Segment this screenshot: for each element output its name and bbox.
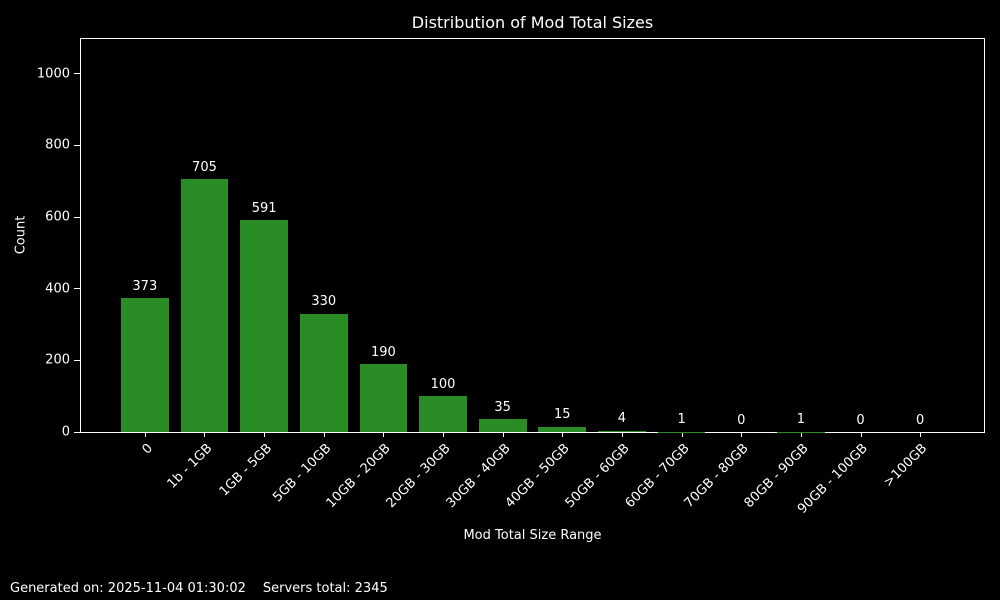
x-tick [383,433,385,437]
bar-value-label: 100 [430,376,456,392]
bars-row: 373 0 705 1b - 1GB 591 1GB - 5GB 330 5GB - 10GB… [81,39,984,517]
bar-value-label: 591 [251,200,277,216]
bar-slot: 15 40GB - 50GB [503,39,592,511]
bar [240,220,288,432]
bar-slot: 4 50GB - 60GB [563,39,652,511]
bar [419,396,467,432]
bar-slot: 190 10GB - 20GB [324,39,414,511]
bar-value-label: 190 [370,344,396,360]
bar [478,419,527,432]
bar-slot: 0 90GB - 100GB [795,39,891,517]
bar-slot: 35 30GB - 40GB [443,39,533,511]
x-tick [800,433,802,437]
y-tick-label: 0 [61,424,70,440]
x-tick [562,433,564,437]
bar-slot: 0 >100GB [881,39,950,490]
generated-on-text: Generated on: 2025-11-04 01:30:02 [10,581,246,596]
bar-value-label: 35 [494,400,511,416]
bar-slot: 1 80GB - 90GB [741,39,831,511]
bar-value-label: 4 [617,411,627,427]
x-tick-label: 1GB - 5GB [216,441,275,500]
bar [538,426,587,432]
x-tick [204,433,206,437]
bar-slot: 330 5GB - 10GB [270,39,354,505]
y-tick [74,73,80,75]
bar [359,363,408,432]
y-tick [74,288,80,290]
bar [299,313,348,432]
x-tick [741,433,743,437]
x-axis-label: Mod Total Size Range [463,528,602,543]
plot-area: 373 0 705 1b - 1GB 591 1GB - 5GB 330 5GB - 10GB… [37,38,985,517]
x-tick-label: 0 [138,441,156,458]
x-tick-label: 5GB - 10GB [270,441,335,506]
bar [598,430,646,432]
bar-value-label: 373 [132,279,158,295]
x-tick [144,433,146,437]
y-tick [74,431,80,433]
bar [180,179,229,432]
x-tick-label: >100GB [881,441,931,491]
footer: Generated on: 2025-11-04 01:30:02 Servers… [10,581,388,596]
y-tick-label: 200 [45,352,70,368]
x-tick [323,433,325,437]
bar-value-label: 0 [916,412,925,428]
bar-slot: 100 20GB - 30GB [384,39,473,511]
x-tick [621,433,623,437]
bar-value-label: 0 [856,412,865,428]
y-tick [74,359,80,361]
bar [120,298,169,432]
bar-value-label: 330 [311,294,337,310]
y-tick-label: 600 [45,209,70,225]
bar-value-label: 0 [737,412,746,428]
bar-slot: 705 1b - 1GB [164,39,235,492]
y-tick [74,144,80,146]
y-axis-label: Count [13,215,29,255]
servers-total-text: Servers total: 2345 [262,581,388,596]
bar-value-label: 705 [192,160,217,176]
bar-value-label: 1 [677,412,686,428]
chart-title: Distribution of Mod Total Sizes [411,13,654,32]
bar-value-label: 15 [554,407,571,423]
y-tick-label: 800 [45,137,70,153]
x-tick [920,433,922,437]
bar-slot: 1 60GB - 70GB [622,39,712,511]
bar-slot: 373 0 [115,39,175,457]
x-tick-label: 1b - 1GB [164,441,216,492]
x-tick [502,433,504,437]
y-tick-label: 400 [45,281,70,297]
bar-value-label: 1 [796,412,805,428]
x-tick [860,433,862,437]
bar-slot: 591 1GB - 5GB [216,39,294,499]
x-tick [443,433,445,437]
x-tick [264,433,266,437]
y-tick-label: 1000 [36,66,70,82]
bar-slot: 0 70GB - 80GB [682,39,771,511]
x-tick [681,433,683,437]
y-tick [74,216,80,218]
